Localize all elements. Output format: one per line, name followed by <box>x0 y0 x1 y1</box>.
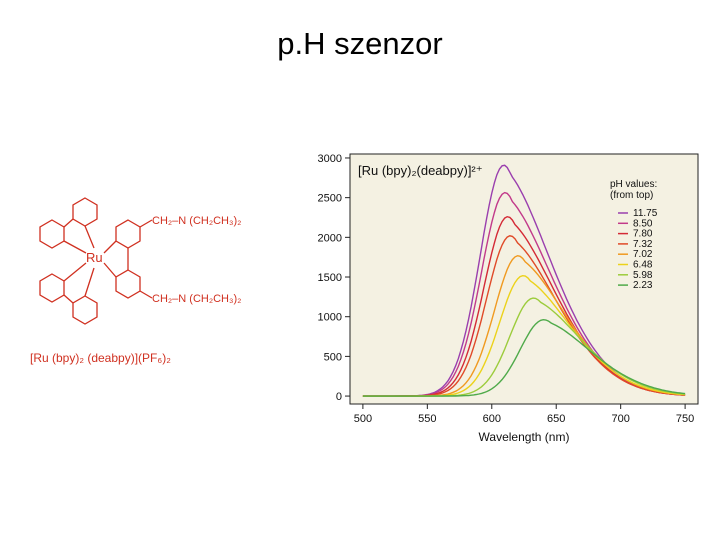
complex-formula: [Ru (bpy)₂ (deabpy)](PF₆)₂ <box>30 351 171 365</box>
legend-entry: 7.80 <box>633 229 653 240</box>
emission-spectra-chart: [Ru (bpy)₂(deabpy)]²⁺ pH values: (from t… <box>318 153 699 444</box>
legend-entry: 11.75 <box>633 208 658 219</box>
legend-title: pH values: <box>610 179 657 190</box>
chart-title: [Ru (bpy)₂(deabpy)]²⁺ <box>358 163 483 178</box>
y-tick-label: 1000 <box>318 312 342 324</box>
legend-entry: 7.32 <box>633 239 653 250</box>
x-tick-label: 600 <box>483 413 501 425</box>
legend-entry: 5.98 <box>633 270 653 281</box>
x-tick-label: 550 <box>418 413 436 425</box>
bpy-ring <box>39 219 65 249</box>
y-tick-label: 3000 <box>318 153 342 165</box>
legend-entry: 8.50 <box>633 218 653 229</box>
x-tick-label: 650 <box>547 413 565 425</box>
chemical-structure: Ru CH₂–N (CH₂CH₃)₂ CH₂–N (CH₂CH₃)₂ [Ru (… <box>30 197 241 365</box>
legend-entry: 7.02 <box>633 249 653 260</box>
y-tick-label: 500 <box>324 351 342 363</box>
y-tick-label: 1500 <box>318 272 342 284</box>
y-tick-label: 2500 <box>318 193 342 205</box>
deabpy-ring <box>115 219 141 249</box>
amine-group-top: CH₂–N (CH₂CH₃)₂ <box>152 215 241 227</box>
deabpy-ring <box>115 269 141 299</box>
legend-entry: 6.48 <box>633 260 653 271</box>
spectrum-line <box>362 318 686 397</box>
bpy-ring <box>39 273 65 303</box>
legend-entry: 2.23 <box>633 280 653 291</box>
x-tick-label: 750 <box>676 413 694 425</box>
bpy-ring <box>72 197 98 227</box>
x-tick-label: 700 <box>611 413 629 425</box>
y-tick-label: 2000 <box>318 232 342 244</box>
y-tick-label: 0 <box>336 391 342 403</box>
ruthenium-label: Ru <box>86 250 103 265</box>
bpy-ring <box>72 295 98 325</box>
x-axis-label: Wavelength (nm) <box>479 430 570 444</box>
slide-title: p.H szenzor <box>277 26 443 61</box>
legend-subtitle: (from top) <box>610 190 653 201</box>
amine-group-bottom: CH₂–N (CH₂CH₃)₂ <box>152 293 241 305</box>
x-tick-label: 500 <box>354 413 372 425</box>
